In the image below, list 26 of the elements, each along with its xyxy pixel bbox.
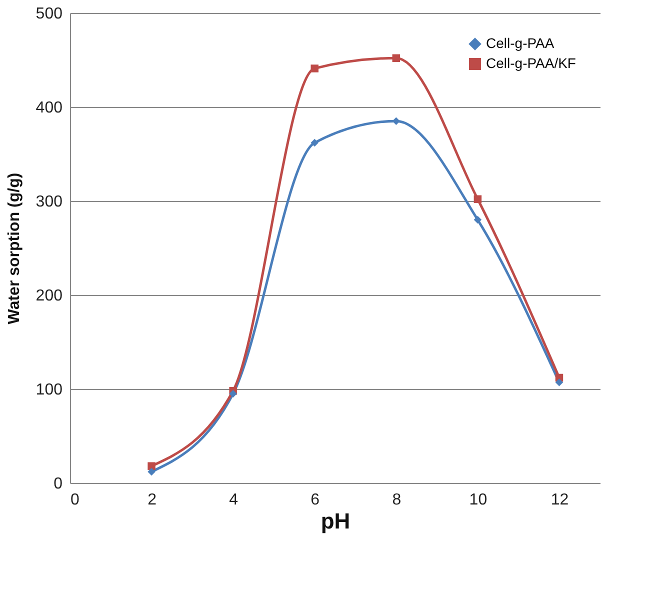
x-tick-label: 6 — [310, 492, 320, 508]
y-tick-label: 0 — [54, 476, 63, 492]
x-tick-label: 0 — [70, 492, 80, 508]
point — [229, 390, 237, 398]
point — [555, 378, 564, 386]
point — [148, 462, 156, 470]
y-tick-label: 100 — [36, 382, 63, 398]
y-axis-title: Water sorption (g/g) — [6, 172, 23, 324]
y-tick-label: 300 — [36, 194, 63, 210]
x-tick-label: 12 — [550, 492, 569, 508]
x-tick-label: 8 — [392, 492, 402, 508]
legend-label: Cell-g-PAA/KF — [486, 55, 576, 71]
point — [474, 195, 482, 203]
y-tick-label: 200 — [36, 288, 63, 304]
point — [474, 216, 482, 224]
y-tick-label: 500 — [36, 6, 63, 22]
point — [310, 64, 318, 72]
legend-label: Cell-g-PAA — [486, 35, 555, 51]
y-tick-label: 400 — [36, 100, 63, 116]
point — [392, 54, 400, 62]
x-tick-label: 2 — [148, 492, 157, 508]
x-tick-label: 4 — [229, 492, 238, 508]
point — [310, 138, 318, 147]
point — [148, 468, 156, 476]
x-axis-title: pH — [320, 508, 350, 534]
x-tick-label: 10 — [469, 492, 488, 508]
